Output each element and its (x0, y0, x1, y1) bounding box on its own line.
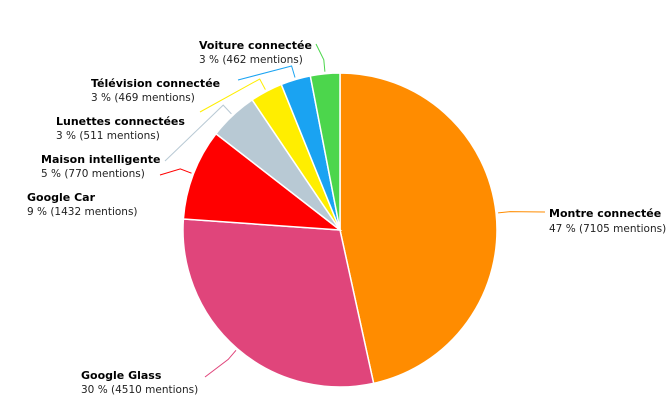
leader-line-6 (315, 43, 326, 72)
label-value: 9 % (1432 mentions) (27, 206, 138, 218)
label-name: Montre connectée (549, 207, 661, 220)
label-maison-intelligente: Maison intelligente 5 % (770 mentions) (41, 153, 160, 180)
label-value: 3 % (469 mentions) (91, 92, 195, 104)
label-voiture-connectee: Voiture connectée 3 % (462 mentions) (199, 39, 312, 66)
label-value: 47 % (7105 mentions) (549, 223, 666, 235)
label-google-glass: Google Glass 30 % (4510 mentions) (81, 369, 198, 396)
label-montre-connectee: Montre connectée 47 % (7105 mentions) (549, 207, 666, 235)
label-lunettes-connectees: Lunettes connectées 3 % (511 mentions) (56, 115, 185, 142)
label-name: Télévision connectée (91, 77, 220, 90)
leader-line-4 (199, 78, 266, 113)
label-name: Maison intelligente (41, 153, 160, 166)
pie-slice-1[interactable] (182, 218, 375, 388)
leader-line-2 (159, 168, 192, 176)
leader-line-0 (498, 211, 546, 214)
leader-line-3 (164, 104, 232, 162)
leader-lines (159, 43, 546, 378)
pie-slice-0[interactable] (339, 72, 498, 385)
label-value: 30 % (4510 mentions) (81, 384, 198, 396)
pie-slices (182, 72, 498, 388)
label-name: Google Car (27, 191, 96, 204)
label-google-car: Google Car 9 % (1432 mentions) (27, 191, 138, 218)
label-value: 3 % (462 mentions) (199, 54, 303, 66)
pie-slice-2[interactable] (182, 132, 343, 231)
label-value: 3 % (511 mentions) (56, 130, 160, 142)
pie-slice-6[interactable] (309, 72, 341, 231)
label-name: Lunettes connectées (56, 115, 185, 128)
label-name: Voiture connectée (199, 39, 312, 52)
label-name: Google Glass (81, 369, 162, 382)
leader-line-1 (204, 349, 237, 378)
label-value: 5 % (770 mentions) (41, 168, 145, 180)
label-television-connectee: Télévision connectée 3 % (469 mentions) (91, 77, 220, 104)
leader-line-5 (237, 65, 296, 81)
